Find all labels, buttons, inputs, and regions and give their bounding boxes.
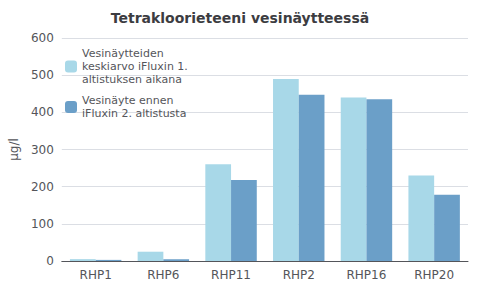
svg-text:Tetrakloorieteeni vesinäyttees: Tetrakloorieteeni vesinäytteessä: [111, 10, 369, 26]
svg-text:RHP16: RHP16: [347, 268, 387, 282]
svg-text:µg/l: µg/l: [7, 138, 21, 161]
svg-text:RHP20: RHP20: [414, 268, 454, 282]
svg-text:RHP11: RHP11: [211, 268, 251, 282]
svg-text:0: 0: [46, 254, 54, 268]
svg-text:RHP1: RHP1: [80, 268, 112, 282]
svg-text:keskiarvo iFluxin 1.: keskiarvo iFluxin 1.: [82, 60, 188, 73]
svg-text:600: 600: [31, 31, 54, 45]
svg-text:Vesinäytteiden: Vesinäytteiden: [82, 47, 164, 60]
svg-text:iFluxin 2. altistusta: iFluxin 2. altistusta: [82, 107, 186, 120]
svg-text:200: 200: [31, 180, 54, 194]
svg-text:RHP2: RHP2: [283, 268, 315, 282]
svg-text:Vesinäyte ennen: Vesinäyte ennen: [82, 94, 174, 107]
svg-text:400: 400: [31, 105, 54, 119]
svg-text:altistuksen aikana: altistuksen aikana: [82, 73, 182, 86]
svg-text:100: 100: [31, 217, 54, 231]
svg-text:500: 500: [31, 68, 54, 82]
svg-text:RHP6: RHP6: [147, 268, 179, 282]
svg-text:300: 300: [31, 143, 54, 157]
